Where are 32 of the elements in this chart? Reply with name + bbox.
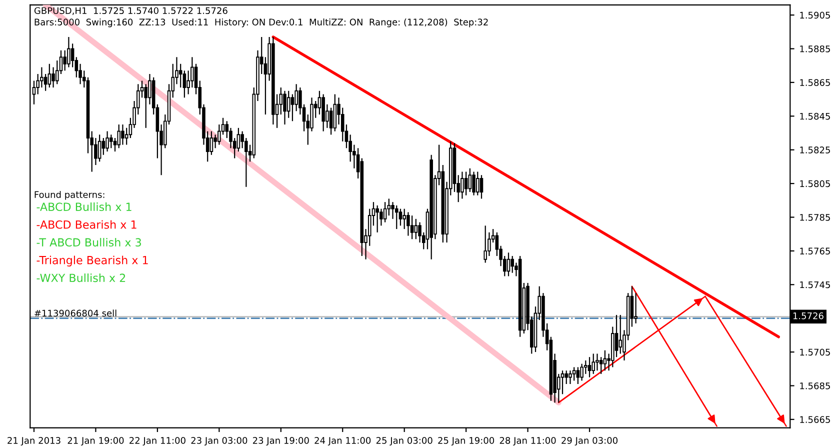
y-tick-label: 1.5905 — [800, 12, 830, 19]
y-tick-label: 1.5745 — [800, 281, 830, 288]
x-tick-label: 24 Jan 11:00 — [314, 437, 371, 446]
ref-line-label: 1.5726 — [793, 312, 824, 320]
x-tick-label: 23 Jan 19:00 — [252, 437, 309, 446]
x-tick-label: 25 Jan 19:00 — [438, 437, 494, 446]
x-tick-label: 25 Jan 03:00 — [376, 437, 432, 446]
annotation: -ABCD Bullish x 1 — [36, 202, 132, 212]
y-tick-label: 1.5845 — [800, 112, 830, 120]
y-tick-label: 1.5805 — [800, 180, 830, 188]
text: Bars:5000 Swing:160 ZZ:13 Used:11 History: ON Dev:0.1 MultiZZ: ON Range: (112,208) Step:32 — [34, 18, 488, 28]
annotation: -ABCD Bearish x 1 — [36, 220, 136, 229]
y-tick-label: 1.5825 — [800, 146, 830, 154]
x-tick-label: 22 Jan 11:00 — [130, 437, 186, 446]
y-tick-label: 1.5705 — [800, 348, 830, 356]
x-tick-label: 21 Jan 19:00 — [68, 437, 124, 446]
y-tick-label: 1.5865 — [800, 79, 830, 86]
y-tick-label: 1.5885 — [800, 45, 830, 52]
y-tick-label: 1.5685 — [800, 382, 830, 390]
y-tick-label: 1.5665 — [800, 416, 830, 423]
chart-title: GBPUSD,H1 1.5725 1.5740 1.5722 1.5726 — [34, 7, 228, 15]
x-tick-label: 21 Jan 2013 — [8, 437, 60, 446]
annotation: -Triangle Bearish x 1 — [36, 256, 148, 266]
annotation: Found patterns: — [34, 191, 104, 200]
y-tick-label: 1.5765 — [800, 248, 830, 254]
ref-line-label: #1139066804 sell — [34, 310, 116, 317]
x-tick-label: 23 Jan 03:00 — [191, 437, 248, 446]
annotation: -T ABCD Bullish x 3 — [36, 238, 141, 247]
annotation: -WXY Bullish x 2 — [36, 273, 126, 282]
y-tick-label: 1.5785 — [800, 214, 830, 221]
x-tick-label: 29 Jan 03:00 — [562, 437, 618, 446]
x-tick-label: 28 Jan 11:00 — [500, 437, 556, 446]
